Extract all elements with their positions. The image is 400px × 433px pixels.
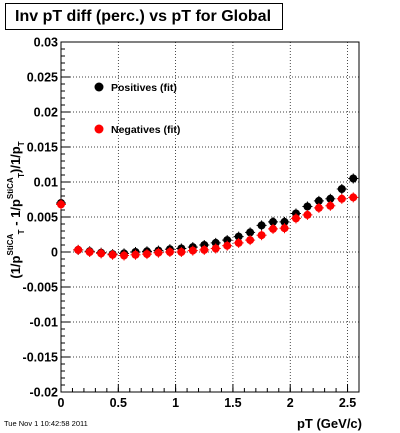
grid [60, 41, 359, 393]
y-title-close: )/1/p [8, 146, 23, 173]
y-tick-label: -0.01 [30, 316, 59, 330]
legend-negatives-label: Negatives (fit) [111, 124, 180, 136]
y-title-sub2: T [17, 173, 26, 178]
negatives-point [269, 224, 278, 233]
positives-point [303, 202, 312, 211]
positives-point [246, 228, 255, 237]
y-tick-label: -0.015 [23, 351, 58, 365]
y-tick-label: 0.025 [27, 71, 58, 85]
plot-frame [60, 41, 360, 393]
tick-labels: 0 0.5 1 1.5 2 2.5 -0.02 -0.015 -0.01 -0.005 0 0.005… [23, 36, 357, 411]
negatives-point [188, 246, 197, 255]
x-tick-label: 2 [287, 396, 294, 410]
negatives-point [108, 250, 117, 259]
negatives-point [177, 248, 186, 256]
positives-point [223, 236, 232, 245]
legend-positives-marker [94, 82, 104, 92]
y-title-sup2: StiCA [6, 177, 15, 199]
legend-negatives-marker [94, 124, 104, 134]
legend: Positives (fit) Negatives (fit) [94, 82, 180, 136]
negatives-point [154, 248, 163, 257]
negatives-point [85, 248, 94, 256]
negatives-point [257, 231, 266, 240]
x-tick-label: 2.5 [339, 396, 356, 410]
x-tick-label: 1.5 [224, 396, 241, 410]
positives-point [257, 221, 266, 230]
negatives-point [303, 210, 312, 219]
data-points [56, 173, 359, 261]
y-tick-label: 0.005 [27, 211, 58, 225]
negatives-point [326, 201, 335, 210]
y-title-sub3: T [17, 141, 26, 146]
negatives-point [223, 241, 232, 250]
negatives-point [291, 214, 300, 223]
positives-point [337, 185, 346, 193]
x-tick-label: 0 [58, 396, 65, 410]
positives-point [211, 238, 220, 247]
negatives-point [57, 200, 65, 209]
y-tick-label: 0.02 [34, 106, 58, 120]
y-axis-title-text: (1/pStiCAT - 1/pStiCAT)/1/pT [6, 141, 26, 278]
negatives-point [97, 249, 106, 258]
negatives-point [165, 248, 174, 256]
y-tick-label: -0.02 [30, 386, 59, 400]
y-tick-label: -0.005 [23, 281, 58, 295]
positives-point [269, 217, 278, 226]
y-tick-label: 0.015 [27, 141, 58, 155]
legend-positives-label: Positives (fit) [111, 82, 177, 94]
negatives-point [314, 203, 323, 212]
positives-point [349, 174, 358, 183]
negatives-point [349, 193, 358, 202]
y-title-sup: StiCA [6, 234, 15, 256]
negatives-point [120, 251, 129, 260]
y-tick-label: 0 [51, 246, 58, 260]
negatives-point [211, 244, 220, 253]
negatives-point [246, 236, 255, 245]
negatives-point [142, 250, 151, 259]
y-tick-label: 0.03 [34, 36, 58, 50]
negatives-point [200, 245, 209, 254]
positives-point [280, 217, 289, 226]
y-title-main: (1/p [8, 255, 23, 278]
x-tick-label: 1 [172, 396, 179, 410]
x-tick-label: 0.5 [110, 396, 127, 410]
timestamp: Tue Nov 1 10:42:58 2011 [4, 419, 88, 428]
negatives-point [74, 245, 83, 254]
negatives-point [131, 250, 140, 259]
axis-ticks [60, 41, 360, 393]
positives-point [326, 194, 335, 203]
y-axis-title: (1/pStiCAT - 1/pStiCAT)/1/pT [6, 141, 26, 278]
negatives-point [234, 238, 243, 247]
y-tick-label: 0.01 [34, 176, 58, 190]
negatives-point [337, 194, 346, 203]
negatives-point [280, 224, 289, 233]
chart-title: Inv pT diff (perc.) vs pT for Global [5, 3, 283, 30]
y-title-mid: - 1/p [8, 199, 23, 229]
y-title-sub: T [17, 229, 26, 234]
x-axis-title: pT (GeV/c) [297, 416, 362, 431]
positives-point [314, 196, 323, 205]
positives-point [234, 232, 243, 241]
